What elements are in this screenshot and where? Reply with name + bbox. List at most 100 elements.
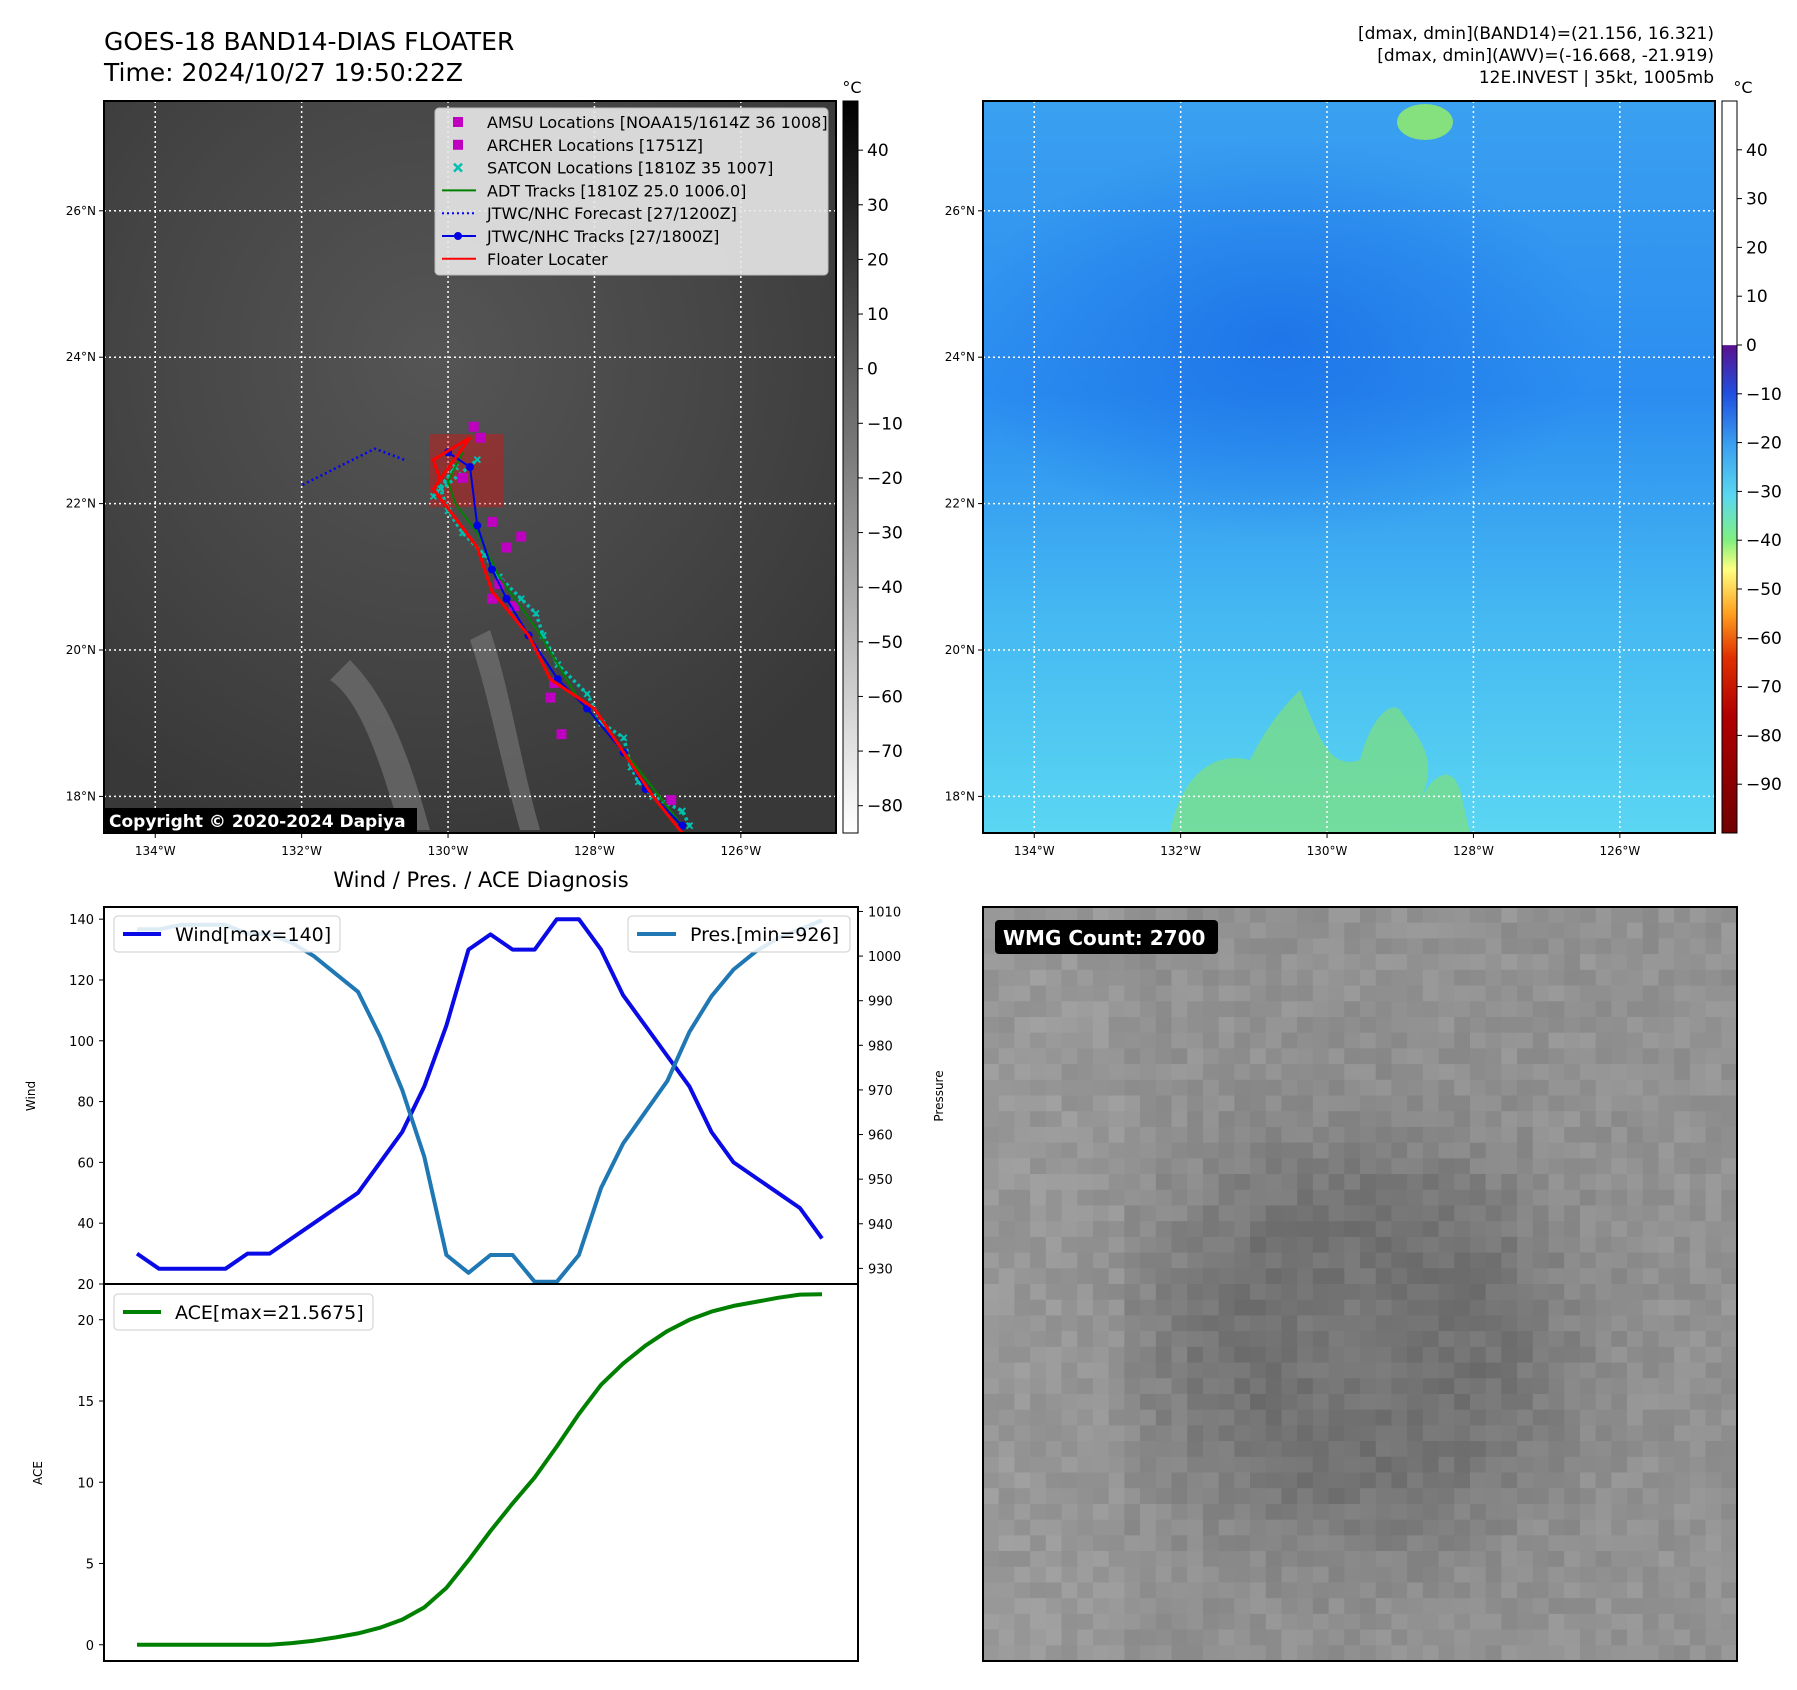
wmg-cell bbox=[1030, 1503, 1047, 1521]
wmg-cell bbox=[1689, 907, 1706, 924]
wmg-cell bbox=[1501, 1048, 1518, 1065]
wmg-cell bbox=[1689, 1032, 1706, 1049]
wmg-cell bbox=[1234, 1016, 1251, 1034]
wmg-cell bbox=[1548, 1064, 1565, 1081]
wmg-cell bbox=[1422, 1645, 1439, 1662]
wmg-cell bbox=[1391, 1456, 1408, 1473]
wmg-cell bbox=[1344, 1409, 1361, 1426]
wmg-cell bbox=[1250, 1315, 1267, 1332]
wmg-cell bbox=[1360, 1079, 1377, 1096]
wmg-cell bbox=[1658, 1252, 1675, 1269]
wmg-cell bbox=[1140, 1126, 1157, 1144]
wmg-cell bbox=[1391, 1032, 1408, 1049]
wmg-cell bbox=[1721, 1048, 1738, 1065]
wmg-cell bbox=[1360, 1189, 1377, 1206]
wmg-cell bbox=[1422, 1001, 1439, 1018]
wmg-cell bbox=[1438, 1252, 1455, 1269]
wmg-cell bbox=[1407, 1284, 1424, 1301]
wmg-cell bbox=[1469, 1189, 1487, 1206]
wmg-cell bbox=[1674, 1519, 1691, 1536]
wmg-cell bbox=[1281, 1566, 1298, 1583]
wmg-cell bbox=[1407, 907, 1424, 924]
wmg-cell bbox=[1061, 1079, 1078, 1096]
wmg-cell bbox=[1092, 1535, 1110, 1552]
ir-lon-tick-label: 126°W bbox=[720, 844, 761, 858]
wmg-cell bbox=[1611, 907, 1628, 924]
wmg-cell bbox=[1564, 1095, 1581, 1112]
wmg-cell bbox=[983, 1566, 1000, 1583]
wmg-cell bbox=[1030, 907, 1047, 924]
wmg-cell bbox=[1265, 1158, 1282, 1175]
wmg-cell bbox=[1328, 1613, 1345, 1630]
wmg-cell bbox=[1454, 1126, 1471, 1144]
wmg-cell bbox=[1328, 1095, 1345, 1112]
wmg-cell bbox=[1674, 1409, 1691, 1426]
wmg-cell bbox=[1092, 1284, 1110, 1301]
wmg-cell bbox=[1564, 1566, 1581, 1583]
wmg-cell bbox=[1281, 1645, 1298, 1662]
wmg-cell bbox=[1328, 1346, 1345, 1363]
wmg-cell bbox=[1485, 1472, 1502, 1489]
wmg-cell bbox=[1045, 1142, 1062, 1159]
wp-series-line-0 bbox=[135, 917, 824, 1271]
wmg-cell bbox=[1124, 1582, 1141, 1599]
wmg-cell bbox=[1658, 1488, 1675, 1505]
wmg-cell bbox=[1611, 1503, 1628, 1521]
wmg-cell bbox=[1422, 1346, 1439, 1363]
wmg-cell bbox=[1595, 1016, 1612, 1034]
wmg-cell bbox=[1171, 954, 1188, 971]
wmg-cell bbox=[1360, 1315, 1377, 1332]
wmg-cell bbox=[1689, 1362, 1706, 1379]
wmg-cell bbox=[1187, 1048, 1204, 1065]
wmg-cell bbox=[1250, 1174, 1267, 1191]
wmg-cell bbox=[1658, 1472, 1675, 1489]
wmg-cell bbox=[1438, 1174, 1455, 1191]
wmg-cell bbox=[1627, 1205, 1644, 1222]
wmg-cell bbox=[1564, 1252, 1581, 1269]
wmg-cell bbox=[1564, 1346, 1581, 1363]
wmg-cell bbox=[1030, 1126, 1047, 1144]
wmg-cell bbox=[1077, 1566, 1094, 1583]
wmg-cell bbox=[1705, 1331, 1722, 1348]
wmg-cell bbox=[1438, 1048, 1455, 1065]
wmg-cell bbox=[1658, 1393, 1675, 1411]
wmg-cell bbox=[1360, 1174, 1377, 1191]
wmg-cell bbox=[1312, 1598, 1329, 1615]
wmg-cell bbox=[1360, 1598, 1377, 1615]
wmg-cell bbox=[1045, 985, 1062, 1002]
wmg-cell bbox=[1328, 1032, 1345, 1049]
wmg-cell bbox=[1721, 969, 1738, 986]
wmg-cell bbox=[1344, 1126, 1361, 1144]
wmg-cell bbox=[1124, 969, 1141, 986]
wmg-cell bbox=[1297, 1331, 1314, 1348]
wmg-cell bbox=[1297, 1111, 1314, 1128]
wmg-cell bbox=[1187, 1315, 1204, 1332]
wmg-cell bbox=[1265, 1503, 1282, 1521]
wmg-cell bbox=[1061, 1503, 1078, 1521]
wmg-cell bbox=[1218, 1221, 1235, 1238]
wmg-cell bbox=[1674, 1299, 1691, 1316]
wmg-cell bbox=[1564, 1079, 1581, 1096]
wmg-cell bbox=[1548, 1236, 1565, 1253]
wmg-cell bbox=[1297, 1362, 1314, 1379]
wmg-cell bbox=[1108, 1362, 1125, 1379]
wmg-cell bbox=[1658, 1221, 1675, 1238]
wmg-cell bbox=[1140, 1205, 1157, 1222]
wmg-cell bbox=[1689, 1315, 1706, 1332]
wmg-cell bbox=[1689, 1629, 1706, 1646]
wmg-cell bbox=[1485, 1425, 1502, 1442]
wmg-cell bbox=[1658, 1048, 1675, 1065]
wmg-cell bbox=[1375, 1566, 1392, 1583]
wmg-cell bbox=[1642, 1315, 1659, 1332]
wmg-cell bbox=[1438, 1299, 1455, 1316]
wmg-cell bbox=[1532, 1064, 1549, 1081]
wmg-cell bbox=[1611, 1488, 1628, 1505]
wmg-cell bbox=[1077, 1095, 1094, 1112]
wmg-cell bbox=[1705, 1284, 1722, 1301]
wmg-cell bbox=[1045, 907, 1062, 924]
wmg-cell bbox=[1517, 1613, 1534, 1630]
wmg-cell bbox=[1045, 1174, 1062, 1191]
wmg-cell bbox=[1454, 1236, 1471, 1253]
wmg-cell bbox=[1469, 1284, 1487, 1301]
wmg-cell bbox=[1532, 1284, 1549, 1301]
